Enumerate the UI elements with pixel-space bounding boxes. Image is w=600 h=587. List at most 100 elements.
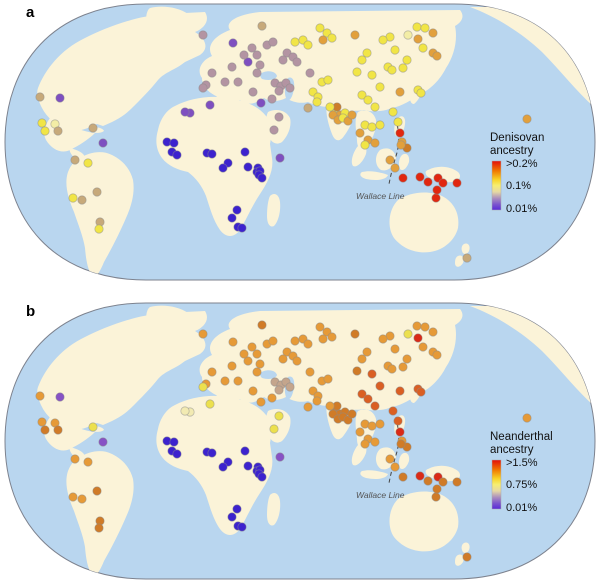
legend-a-tick-bottom: 0.01% (506, 203, 537, 215)
data-point (274, 385, 284, 395)
panel-a-denisovan-map: a Wallace Line Denisovan ancestry >0.2% … (0, 0, 600, 288)
data-point (388, 406, 398, 416)
data-point (53, 425, 63, 435)
data-point (413, 333, 423, 343)
data-point (198, 30, 208, 40)
data-point (395, 87, 405, 97)
data-point (98, 138, 108, 148)
data-point (237, 522, 247, 532)
data-point (418, 43, 428, 53)
data-point (274, 86, 284, 96)
data-point (233, 376, 243, 386)
legend-b-tick-top: >1.5% (506, 457, 538, 469)
data-point (247, 43, 257, 53)
data-point (370, 401, 380, 411)
data-point (360, 439, 370, 449)
data-point (55, 392, 65, 402)
colorbar-b (491, 459, 502, 510)
data-point (207, 68, 217, 78)
data-point (92, 486, 102, 496)
legend-b-tick-bottom: 0.01% (506, 502, 537, 514)
data-point (432, 51, 442, 61)
data-point (40, 425, 50, 435)
data-point (35, 391, 45, 401)
data-point (323, 75, 333, 85)
data-point (327, 33, 337, 43)
data-point (268, 336, 278, 346)
data-point (390, 462, 400, 472)
data-point (370, 437, 380, 447)
data-point (416, 88, 426, 98)
data-point (169, 437, 179, 447)
data-point (462, 253, 472, 263)
data-point (40, 126, 50, 136)
points-layer-a (35, 21, 532, 263)
data-point (227, 512, 237, 522)
data-point (239, 50, 249, 60)
data-point (198, 83, 208, 93)
legend-b-title-2: ancestry (490, 444, 534, 456)
data-point (290, 336, 300, 346)
panel-b-label: b (26, 303, 35, 320)
data-point (240, 147, 250, 157)
data-point (169, 138, 179, 148)
data-point (292, 356, 302, 366)
data-point (367, 122, 377, 132)
data-point (375, 82, 385, 92)
data-point (323, 374, 333, 384)
data-point (347, 110, 357, 120)
data-point (388, 107, 398, 117)
data-point (88, 123, 98, 133)
data-point (255, 359, 265, 369)
data-point (220, 376, 230, 386)
data-point (243, 57, 253, 67)
data-point (252, 367, 262, 377)
data-point (228, 337, 238, 347)
data-point (70, 155, 80, 165)
panel-a-label: a (26, 4, 35, 21)
data-point (325, 401, 335, 411)
data-point (243, 356, 253, 366)
data-point (232, 504, 242, 514)
data-point (431, 193, 441, 203)
data-point (237, 223, 247, 233)
data-point (396, 140, 406, 150)
data-point (252, 68, 262, 78)
data-point (315, 322, 325, 332)
data-point (357, 90, 367, 100)
data-point (398, 362, 408, 372)
data-point (269, 125, 279, 135)
data-point (367, 369, 377, 379)
data-point (423, 177, 433, 187)
data-point (239, 349, 249, 359)
data-point (68, 492, 78, 502)
data-point (423, 476, 433, 486)
data-point (256, 98, 266, 108)
data-point (370, 138, 380, 148)
data-point (393, 117, 403, 127)
data-point (252, 349, 262, 359)
data-point (227, 213, 237, 223)
data-point (248, 87, 258, 97)
data-point (180, 107, 190, 117)
data-point (68, 193, 78, 203)
data-point (363, 394, 373, 404)
data-point (387, 65, 397, 75)
data-point (228, 38, 238, 48)
data-point (37, 417, 47, 427)
data-point (227, 62, 237, 72)
data-point (172, 449, 182, 459)
data-point (402, 354, 412, 364)
data-point (269, 424, 279, 434)
data-point (432, 350, 442, 360)
data-point (252, 50, 262, 60)
data-point (420, 322, 430, 332)
legend-b: Neanderthal ancestry >1.5% 0.75% 0.01% (490, 431, 553, 514)
data-point (207, 367, 217, 377)
data-point (350, 30, 360, 40)
data-point (55, 93, 65, 103)
data-point (357, 389, 367, 399)
data-point (198, 382, 208, 392)
data-point (172, 150, 182, 160)
